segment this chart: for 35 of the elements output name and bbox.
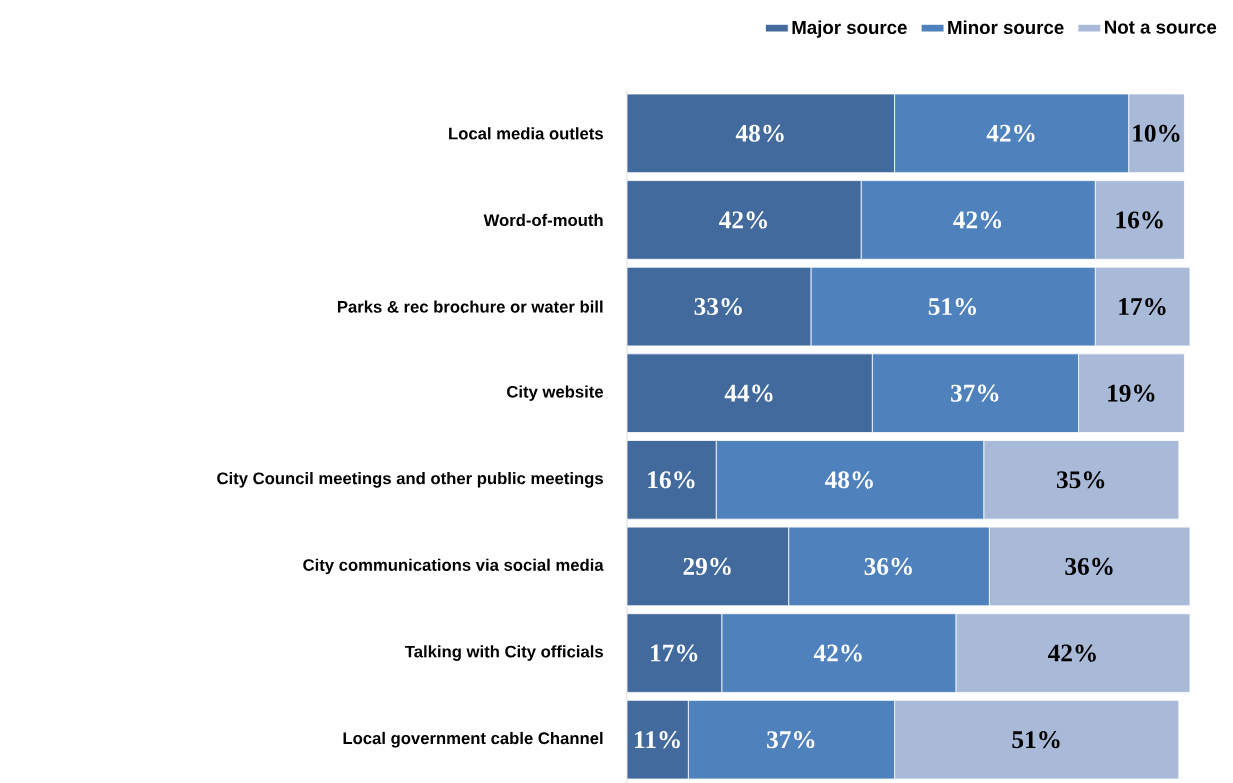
data-label: 11%	[635, 731, 680, 749]
data-label: 36%	[864, 557, 912, 576]
data-label: 42%	[813, 644, 862, 662]
data-label: 37%	[767, 731, 815, 749]
legend-label: Major source	[792, 20, 907, 38]
y-tick-label: Word-of-mouth	[483, 213, 603, 227]
data-label: 48%	[825, 471, 873, 489]
data-label: 16%	[648, 471, 695, 489]
y-tick-label: City Council meetings and other public meetings	[217, 472, 603, 488]
legend-label: Not a source	[1105, 20, 1217, 34]
data-label: 17%	[1119, 297, 1166, 316]
data-label: 29%	[683, 557, 731, 576]
data-label: 10%	[1133, 124, 1180, 142]
data-label: 33%	[694, 297, 742, 316]
legend-label: Minor source	[948, 20, 1064, 35]
data-label: 42%	[719, 211, 767, 229]
data-label: 42%	[953, 211, 1002, 229]
y-tick-label: Local media outlets	[449, 127, 603, 140]
data-label: 19%	[1108, 384, 1155, 402]
data-label: 42%	[1047, 644, 1096, 662]
data-label: 42%	[986, 124, 1035, 142]
y-tick-label: Talking with City officials	[405, 645, 603, 661]
data-label: 16%	[1116, 211, 1163, 229]
data-label: 17%	[651, 644, 698, 662]
y-tick-label: Parks & rec brochure or water bill	[337, 300, 603, 313]
data-label: 51%	[1012, 731, 1060, 749]
data-label: 44%	[724, 384, 773, 402]
data-label: 51%	[928, 297, 977, 316]
y-tick-label: City website	[507, 385, 604, 401]
y-tick-label: City communications via social media	[303, 558, 604, 575]
data-label: 37%	[951, 384, 999, 402]
data-label: 36%	[1065, 557, 1113, 576]
data-label: 35%	[1056, 471, 1105, 489]
data-label: 48%	[735, 124, 784, 142]
y-tick-label: Local government cable Channel	[343, 731, 603, 748]
